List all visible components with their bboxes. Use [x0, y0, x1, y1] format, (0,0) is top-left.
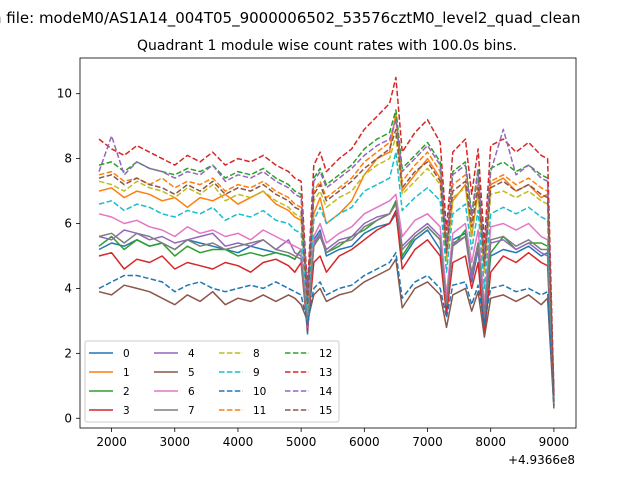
x-axis: 2000 3000 4000 5000 6000 7000 8000 9000: [96, 428, 569, 449]
legend-label-10: 10: [253, 386, 266, 398]
legend-label-0: 0: [123, 348, 130, 360]
legend-label-5: 5: [188, 367, 195, 379]
legend-label-2: 2: [123, 386, 130, 398]
series-line-14: [98, 118, 555, 399]
legend-label-4: 4: [188, 348, 195, 360]
legend-label-13: 13: [319, 367, 332, 379]
y-tick-label: 10: [57, 87, 72, 101]
legend-box: [84, 340, 340, 423]
x-tick-label: 4000: [223, 435, 254, 449]
series-line-9: [98, 151, 555, 403]
x-tick-label: 2000: [96, 435, 127, 449]
series-line-15: [98, 128, 555, 399]
legend-label-11: 11: [253, 405, 266, 417]
series-layer: [98, 76, 555, 409]
axes-frame: [79, 57, 577, 429]
legend-label-14: 14: [319, 386, 333, 398]
legend-label-12: 12: [319, 348, 332, 360]
legend-label-1: 1: [123, 367, 130, 379]
series-line-7: [98, 203, 555, 406]
series-line-5: [98, 258, 555, 409]
legend-label-9: 9: [253, 367, 260, 379]
figure-suptitle: n file: modeM0/AS1A14_004T05_9000006502_…: [0, 9, 581, 28]
series-line-6: [98, 193, 555, 403]
series-line-10: [98, 251, 555, 406]
y-tick-label: 8: [64, 152, 72, 166]
x-offset-label: +4.9366e8: [508, 453, 575, 467]
y-tick-label: 6: [64, 217, 72, 231]
legend-label-6: 6: [188, 386, 195, 398]
legend-label-7: 7: [188, 405, 195, 417]
y-tick-label: 0: [64, 411, 72, 425]
series-line-13: [98, 76, 555, 393]
x-tick-label: 9000: [539, 435, 570, 449]
chart-title: Quadrant 1 module wise count rates with …: [137, 38, 517, 54]
x-tick-label: 5000: [286, 435, 317, 449]
x-tick-label: 8000: [475, 435, 506, 449]
legend-label-8: 8: [253, 348, 260, 360]
x-tick-label: 6000: [349, 435, 380, 449]
x-tick-label: 7000: [412, 435, 443, 449]
plot-area: [79, 57, 577, 429]
legend-label-15: 15: [319, 405, 332, 417]
y-tick-label: 4: [64, 281, 72, 295]
legend-label-3: 3: [123, 405, 130, 417]
y-tick-label: 2: [64, 346, 72, 360]
y-axis: 0 2 4 6 8 10: [57, 87, 80, 425]
x-tick-label: 3000: [160, 435, 191, 449]
